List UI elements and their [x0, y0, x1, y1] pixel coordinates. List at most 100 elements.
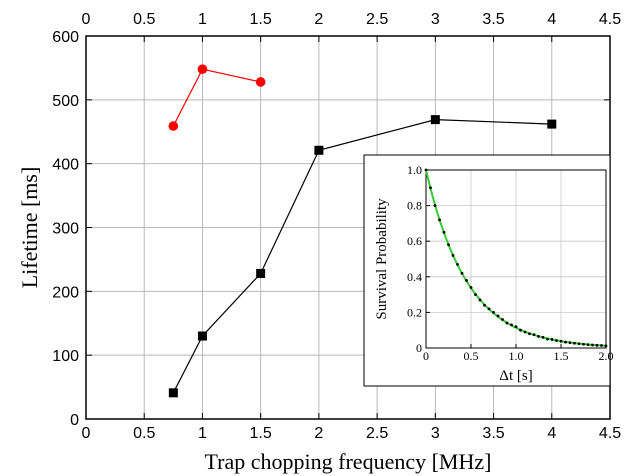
y-tick-label: 500: [52, 93, 79, 110]
y-tick-label: 300: [52, 221, 79, 238]
inset-data-point: [573, 341, 576, 345]
inset-data-point: [451, 254, 455, 257]
inset-data-point: [501, 318, 504, 321]
inset-data-point: [582, 342, 585, 346]
inset-x-axis-title: Δt [s]: [499, 368, 532, 384]
inset-data-point: [424, 168, 428, 172]
inset-x-tick-label: 1.5: [554, 349, 569, 363]
y-tick-label: 100: [52, 348, 79, 365]
x-top-tick-label: 3.5: [482, 11, 504, 28]
inset-data-point: [510, 323, 513, 327]
inset-data-point: [523, 330, 527, 334]
inset-y-tick-label: 1.0: [407, 163, 422, 177]
x-top-tick-label: 4.5: [599, 11, 621, 28]
series-line-0: [172, 119, 552, 394]
y-tick-label: 400: [52, 157, 79, 174]
x-top-tick-label: 3: [431, 11, 440, 28]
series-1-point: [168, 121, 179, 131]
inset-axis-ticks: 0 0.5 1.0 1.5 2.0 0 0.2 0.4 0.6 0.8 1.0: [407, 163, 614, 363]
inset-data-point: [487, 307, 491, 311]
series-1-point: [255, 77, 266, 87]
inset-data-point: [496, 314, 500, 318]
inset-y-tick-label: 0.6: [407, 234, 422, 248]
inset-data-point: [478, 298, 482, 302]
x-tick-label: 1: [198, 425, 207, 442]
x-tick-label: 3: [431, 425, 440, 442]
inset-x-tick-label: 2.0: [599, 349, 614, 363]
inset-series-layer: [424, 168, 608, 348]
x-top-tick-label: 1: [198, 11, 207, 28]
inset-data-point: [438, 218, 441, 222]
inset-y-axis-title: Survival Probability: [374, 198, 390, 320]
series-0-point: [430, 115, 440, 125]
x-top-tick-label: 2: [314, 11, 323, 28]
x-tick-label: 4: [547, 425, 556, 442]
inset-y-tick-label: 0.2: [407, 305, 422, 319]
x-top-tick-label: 2.5: [366, 11, 388, 28]
x-tick-label: 1.5: [250, 425, 272, 442]
y-tick-label: 600: [52, 29, 79, 46]
inset-data-point: [433, 204, 437, 208]
inset-data-point: [595, 343, 599, 347]
x-tick-label: 4.5: [599, 425, 621, 442]
inset-y-tick-label: 0.4: [407, 270, 422, 284]
inset-data-point: [546, 337, 549, 341]
series-0-point: [314, 145, 324, 155]
series-0-point: [256, 268, 266, 278]
inset-data-point: [537, 335, 540, 338]
x-top-tick-label: 0: [82, 11, 91, 28]
series-1-point: [197, 64, 208, 74]
inset-data-point: [460, 271, 464, 275]
x-top-tick-label: 4: [547, 11, 556, 28]
x-axis-title: Trap chopping frequency [MHz]: [205, 449, 492, 474]
main-series-layer: [168, 64, 557, 398]
inset-data-point: [492, 311, 495, 314]
x-tick-label: 0.5: [133, 425, 155, 442]
inset-x-tick-label: 0.5: [464, 349, 479, 363]
x-tick-label: 2: [314, 425, 323, 442]
inset-data-point: [550, 338, 554, 341]
inset-data-point: [541, 335, 545, 339]
x-top-tick-label: 0.5: [133, 11, 155, 28]
y-tick-label: 200: [52, 284, 79, 301]
series-0-point: [197, 331, 207, 341]
inset-data-point: [514, 325, 518, 329]
y-tick-label: 0: [70, 412, 79, 429]
series-0-point: [168, 388, 178, 398]
inset-data-point: [469, 286, 473, 289]
inset-data-point: [474, 293, 477, 296]
inset-data-point: [591, 343, 594, 347]
series-line-1: [172, 68, 261, 127]
inset-data-point: [465, 278, 468, 282]
inset-data-point: [519, 328, 522, 332]
inset-x-tick-label: 0: [423, 349, 429, 363]
x-tick-label: 3.5: [482, 425, 504, 442]
series-0-point: [547, 119, 557, 129]
inset-data-point: [586, 343, 590, 347]
inset-x-tick-label: 1.0: [509, 349, 524, 363]
inset-panel: [363, 154, 611, 387]
y-axis-title: Lifetime [ms]: [17, 167, 42, 289]
x-tick-label: 0: [82, 425, 91, 442]
inset-data-point: [447, 243, 450, 247]
inset-data-point: [555, 339, 558, 342]
inset-data-point: [483, 303, 486, 307]
x-top-tick-label: 1.5: [250, 11, 272, 28]
inset-data-point: [532, 333, 536, 337]
main-axis-ticks: 000.50.5111.51.5222.52.5333.53.5444.54.5…: [52, 11, 621, 442]
inset-y-tick-label: 0.8: [407, 199, 422, 213]
inset-data-point: [528, 332, 531, 336]
inset-data-point: [564, 340, 567, 344]
inset-data-point: [559, 339, 563, 343]
inset-data-point: [600, 344, 603, 347]
inset-y-tick-label: 0: [416, 341, 422, 355]
inset-data-point: [604, 344, 608, 348]
inset-data-point: [442, 230, 446, 234]
inset-data-point: [505, 321, 509, 325]
inset-data-point: [568, 341, 572, 345]
inset-data-point: [577, 342, 581, 346]
inset-data-point: [429, 186, 432, 190]
inset-data-point: [456, 262, 459, 266]
